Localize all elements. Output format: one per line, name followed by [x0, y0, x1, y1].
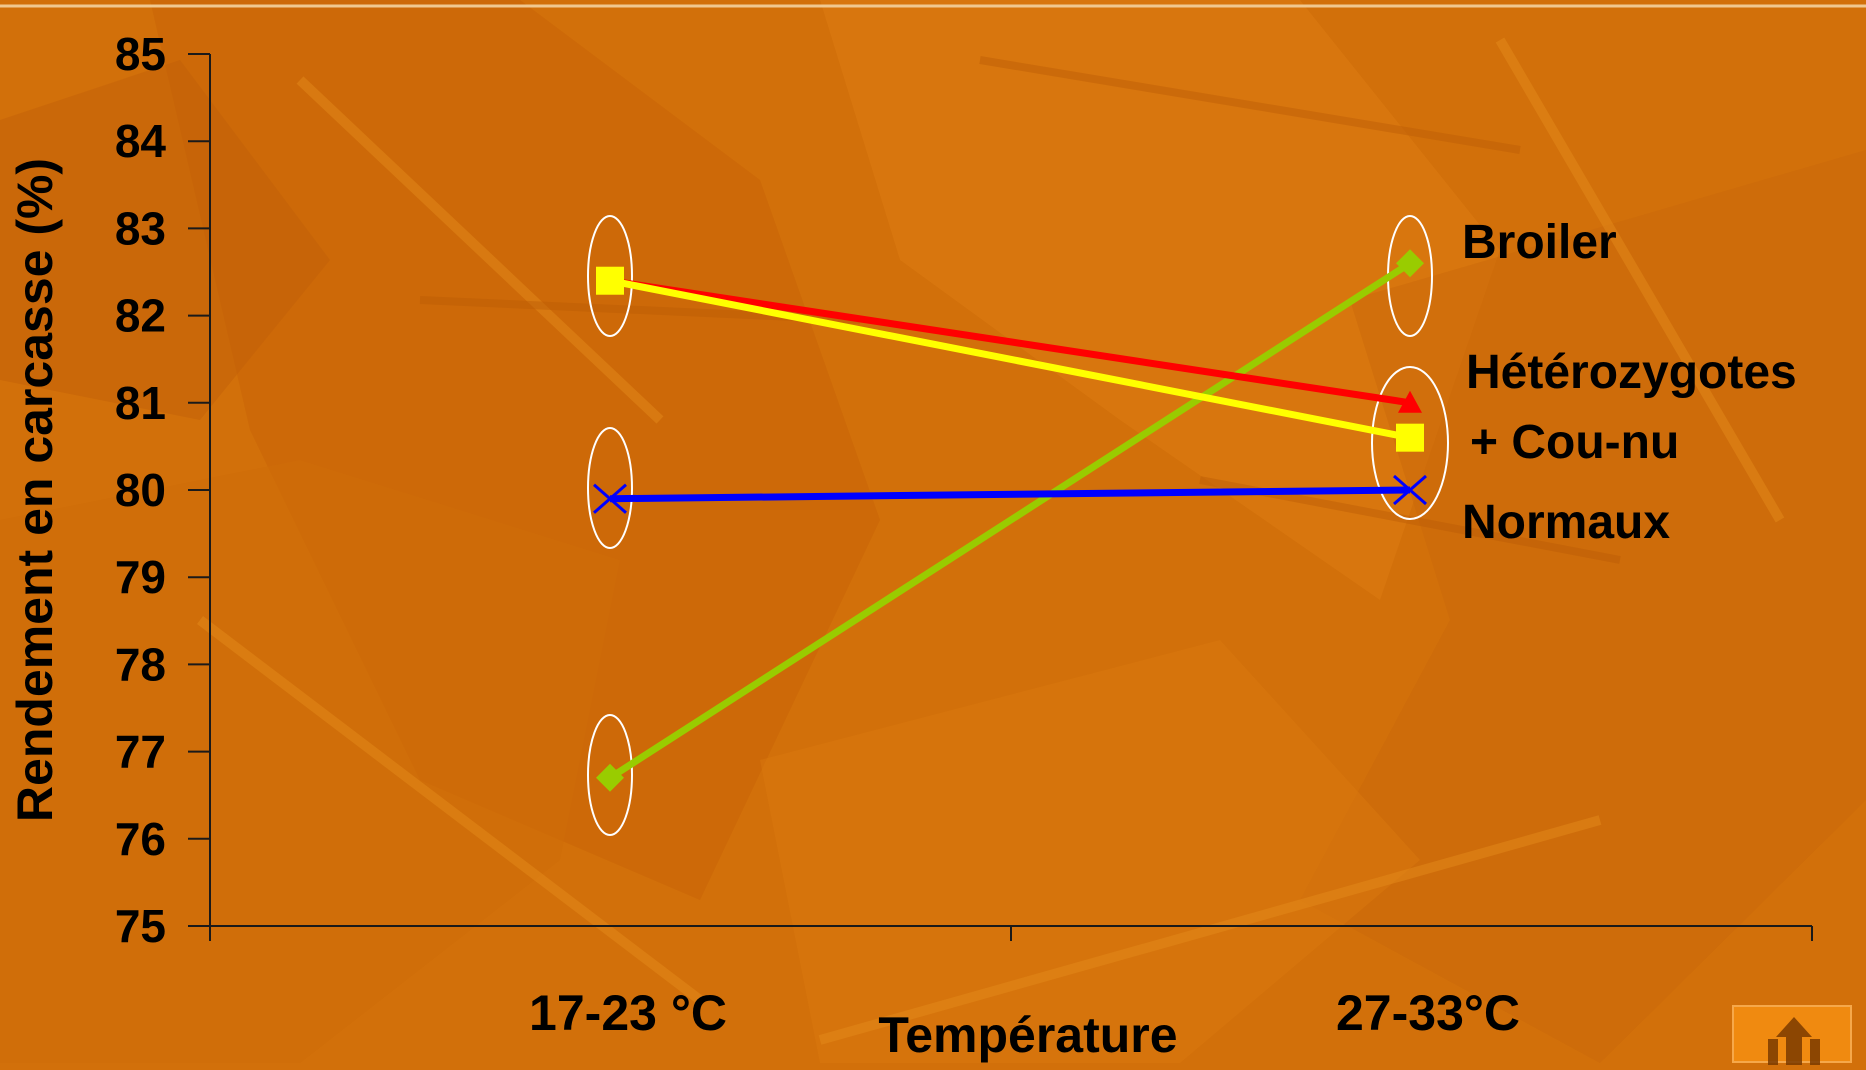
y-axis-title: Rendement en carcasse (%) [7, 158, 63, 822]
data-point-x [593, 483, 627, 514]
y-tick-label: 84 [115, 115, 167, 167]
return-button[interactable] [1732, 1005, 1852, 1065]
series-lines [593, 249, 1427, 792]
y-tick-label: 85 [115, 28, 166, 80]
series-annotation: + Cou-nu [1470, 416, 1679, 469]
y-tick-label: 82 [115, 290, 166, 342]
highlight-ellipse [587, 714, 633, 836]
series-annotation: Broiler [1462, 216, 1617, 269]
highlight-ellipse [587, 215, 633, 337]
y-tick-label: 80 [115, 464, 166, 516]
y-tick-label: 76 [115, 813, 166, 865]
data-point-x [1393, 474, 1427, 506]
data-point-square [596, 266, 624, 295]
data-point-triangle [1398, 390, 1422, 413]
y-tick-label: 77 [115, 726, 166, 778]
x-tick-label: 27-33°C [1336, 985, 1520, 1041]
x-tick-label: 17-23 °C [529, 985, 727, 1041]
data-point-square [1396, 423, 1424, 452]
highlight-ellipse [1371, 366, 1449, 520]
series-annotation: Normaux [1462, 496, 1670, 549]
series-line [608, 260, 1412, 781]
highlight-ellipse [587, 427, 633, 549]
y-tick-label: 75 [115, 900, 166, 952]
highlight-ellipses [587, 215, 1449, 836]
series-line [609, 277, 1411, 407]
y-tick-label: 78 [115, 638, 166, 690]
x-axis-title: Température [878, 1007, 1177, 1063]
data-point-diamond [596, 763, 624, 792]
y-tick-label: 81 [115, 377, 166, 429]
y-tick-label: 79 [115, 551, 166, 603]
axes [188, 53, 1813, 941]
chart-text: 75 76 77 78 79 80 81 82 83 84 85 17-23 °C 27-33°C Tem… [7, 28, 1797, 1063]
y-tick-label: 83 [115, 202, 166, 254]
return-arrow-icon [1768, 1017, 1820, 1065]
data-point-diamond [1396, 249, 1424, 278]
series-line [609, 277, 1411, 442]
series-annotation: Hétérozygotes [1466, 346, 1797, 399]
series-line [609, 486, 1411, 503]
